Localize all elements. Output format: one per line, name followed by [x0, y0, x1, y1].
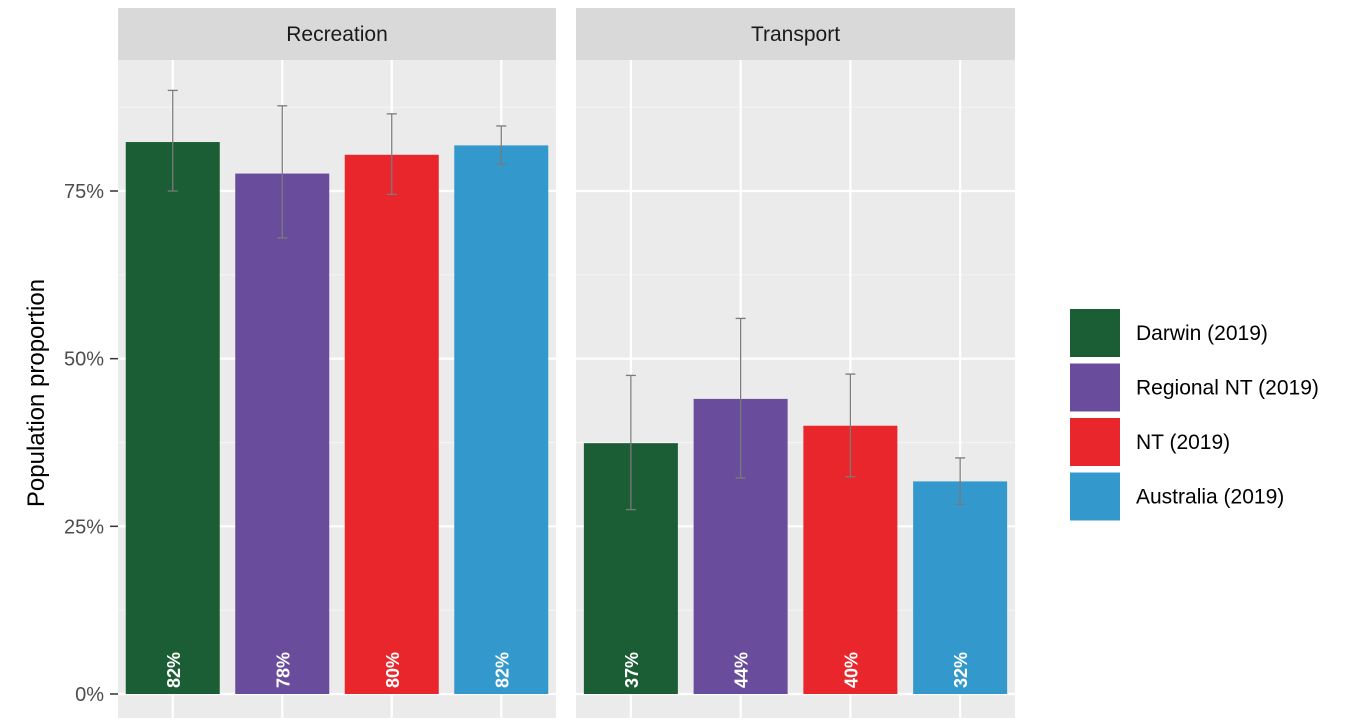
- facet-strip: [118, 8, 556, 60]
- y-tick-label: 75%: [64, 181, 104, 203]
- legend: Darwin (2019) Regional NT (2019) NT (2019)…: [1070, 309, 1319, 521]
- bar-value-label: 32%: [951, 652, 971, 688]
- bar-value-label: 78%: [273, 652, 293, 688]
- legend-label: NT (2019): [1136, 431, 1230, 454]
- bar-value-label: 82%: [492, 652, 512, 688]
- legend-label: Australia (2019): [1136, 486, 1284, 509]
- facet-strip: [576, 8, 1015, 60]
- legend-label: Darwin (2019): [1136, 322, 1268, 345]
- y-tick-label: 50%: [64, 349, 104, 371]
- y-tick-label: 0%: [75, 684, 104, 706]
- y-axis-title: Population proportion: [23, 279, 50, 507]
- bar-value-label: 44%: [732, 652, 752, 688]
- facet-title: Transport: [751, 23, 840, 46]
- bar: [913, 481, 1008, 694]
- facet-panel-recreation: Recreation 82% 78% 80% 82%: [118, 8, 556, 718]
- bar: [235, 173, 330, 694]
- facet-title: Recreation: [286, 23, 388, 46]
- legend-key: [1070, 363, 1120, 412]
- legend-key: [1070, 418, 1120, 466]
- legend-label: Regional NT (2019): [1136, 377, 1319, 400]
- y-tick-label: 25%: [64, 516, 104, 538]
- bar: [125, 142, 220, 695]
- bar-value-label: 82%: [164, 652, 184, 688]
- legend-key: [1070, 472, 1120, 521]
- legend-key: [1070, 309, 1120, 357]
- bar-value-label: 80%: [383, 652, 403, 688]
- bar-value-label: 37%: [622, 652, 642, 688]
- facet-panel-transport: Transport 37% 44% 40% 32%: [576, 8, 1015, 718]
- bar: [454, 145, 549, 695]
- bar-value-label: 40%: [841, 652, 861, 688]
- bar: [344, 154, 439, 694]
